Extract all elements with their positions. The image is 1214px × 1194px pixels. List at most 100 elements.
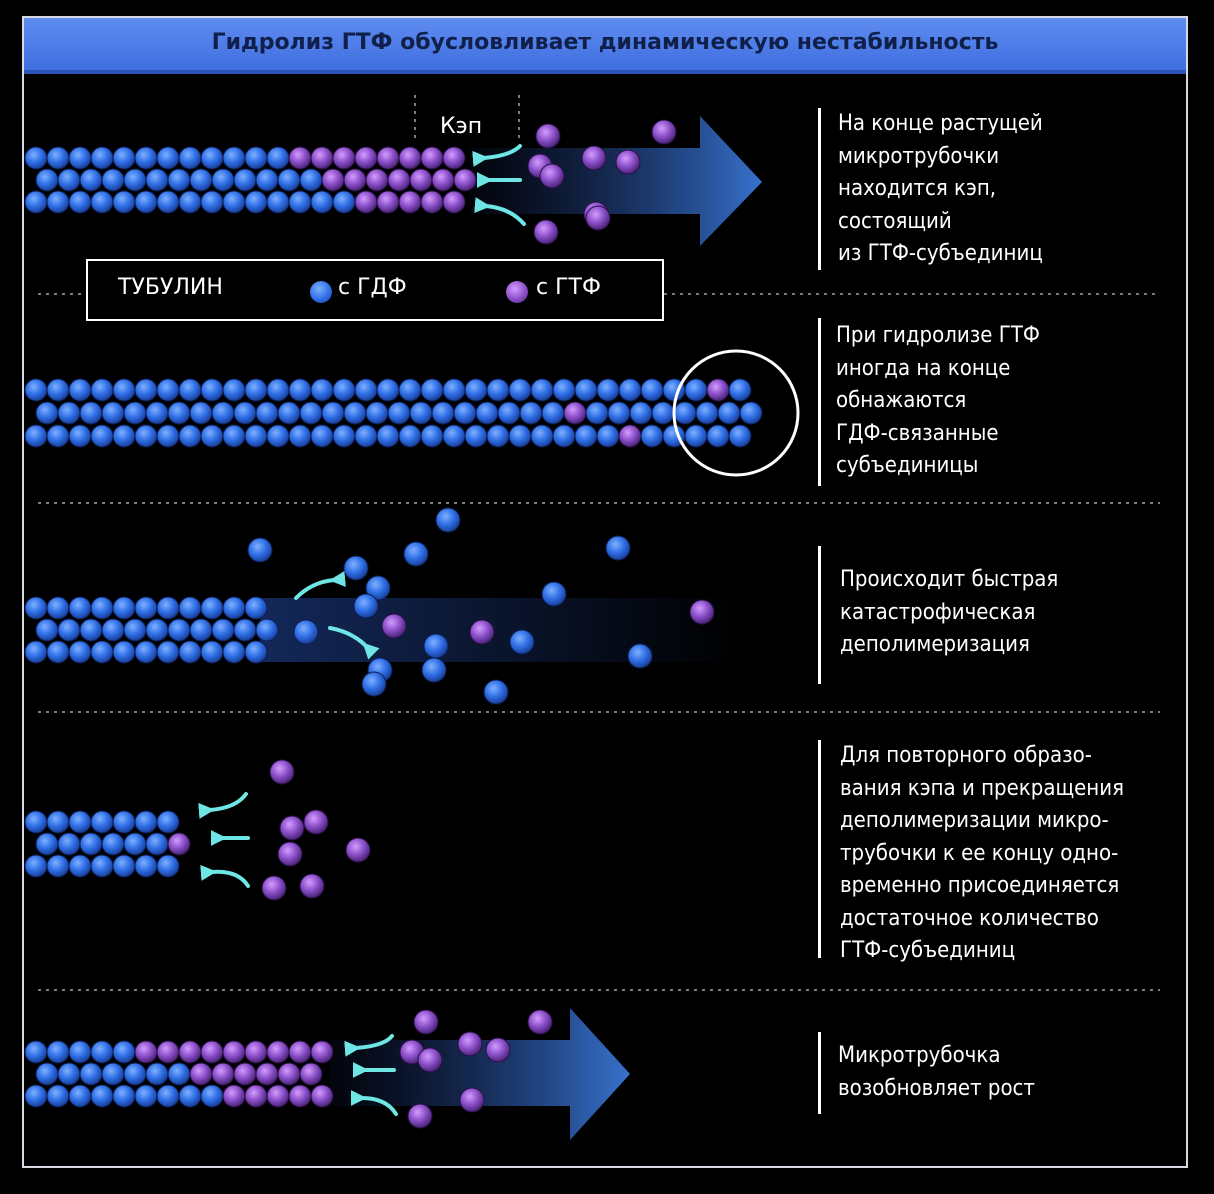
gdp-tubulin: [134, 146, 158, 170]
gdp-tubulin: [123, 618, 147, 642]
gdp-tubulin: [398, 424, 422, 448]
gtp-tubulin: [310, 146, 334, 170]
gdp-tubulin: [35, 618, 59, 642]
gdp-tubulin: [79, 1062, 103, 1086]
gdp-tubulin: [431, 401, 455, 425]
gtp-tubulin: [407, 1103, 433, 1129]
gdp-tubulin: [145, 401, 169, 425]
gdp-tubulin: [299, 168, 323, 192]
gtp-tubulin: [409, 168, 433, 192]
gtp-tubulin: [299, 873, 325, 899]
gdp-tubulin: [112, 1084, 136, 1108]
legend-gtp-label: с ГТФ: [536, 275, 601, 300]
step-1-bar: [818, 108, 821, 270]
gdp-tubulin: [24, 424, 48, 448]
gdp-tubulin: [277, 401, 301, 425]
gdp-tubulin: [673, 401, 697, 425]
gdp-tubulin: [222, 424, 246, 448]
gdp-tubulin: [24, 378, 48, 402]
gdp-tubulin: [101, 618, 125, 642]
step-5-bar: [818, 1032, 821, 1114]
gdp-tubulin: [332, 424, 356, 448]
gdp-tubulin: [189, 401, 213, 425]
gtp-tubulin: [244, 1040, 268, 1064]
gdp-tubulin: [24, 1084, 48, 1108]
gdp-tubulin: [134, 596, 158, 620]
step-4-bar: [818, 740, 821, 958]
gdp-tubulin: [244, 424, 268, 448]
legend-title: ТУБУЛИН: [118, 275, 223, 300]
gdp-tubulin: [24, 810, 48, 834]
gtp-tubulin: [178, 1040, 202, 1064]
gdp-tubulin: [255, 401, 279, 425]
gdp-tubulin: [200, 640, 224, 664]
gtp-tubulin: [332, 146, 356, 170]
gdp-tubulin: [596, 424, 620, 448]
gdp-tubulin: [46, 854, 70, 878]
gtp-tubulin: [310, 1084, 334, 1108]
gdp-tubulin: [101, 401, 125, 425]
gtp-tubulin: [485, 1037, 511, 1063]
gdp-tubulin: [46, 1040, 70, 1064]
gdp-tubulin: [717, 401, 741, 425]
gdp-tubulin: [90, 640, 114, 664]
gdp-tubulin: [266, 378, 290, 402]
gdp-tubulin: [596, 378, 620, 402]
gtp-tubulin: [134, 1040, 158, 1064]
gtp-tubulin: [420, 190, 444, 214]
gtp-tubulin: [167, 832, 191, 856]
legend: ТУБУЛИН с ГДФ с ГТФ: [86, 259, 664, 321]
gdp-tubulin: [68, 596, 92, 620]
gdp-tubulin: [200, 596, 224, 620]
gdp-tubulin: [247, 537, 273, 563]
gdp-tubulin: [574, 378, 598, 402]
gtp-tubulin: [321, 168, 345, 192]
gtp-tubulin: [288, 146, 312, 170]
gtp-tubulin: [563, 401, 587, 425]
gtp-tubulin: [156, 1040, 180, 1064]
gtp-tubulin: [387, 168, 411, 192]
gdp-tubulin: [629, 401, 653, 425]
gtp-tubulin: [533, 219, 559, 245]
separators: [38, 95, 1160, 991]
gtp-tubulin: [615, 149, 641, 175]
gtp-tubulin: [222, 1084, 246, 1108]
gdp-tubulin: [486, 378, 510, 402]
gdp-tubulin: [46, 810, 70, 834]
gdp-tubulin: [435, 507, 461, 533]
gdp-tubulin: [178, 596, 202, 620]
gtp-tubulin: [269, 759, 295, 785]
gdp-tubulin: [200, 146, 224, 170]
gdp-tubulin: [420, 424, 444, 448]
gdp-tubulin: [244, 640, 268, 664]
gdp-tubulin: [233, 618, 257, 642]
gdp-tubulin: [332, 378, 356, 402]
gdp-tubulin: [640, 378, 664, 402]
gtp-tubulin: [431, 168, 455, 192]
gdp-tubulin: [605, 535, 631, 561]
gdp-tubulin: [178, 640, 202, 664]
gtp-tubulin: [689, 599, 715, 625]
gdp-tubulin: [211, 401, 235, 425]
gdp-tubulin: [310, 378, 334, 402]
gdp-tubulin: [112, 190, 136, 214]
legend-gdp-label: с ГДФ: [338, 275, 407, 300]
gdp-tubulin: [288, 424, 312, 448]
gdp-tubulin: [376, 378, 400, 402]
gtp-tubulin: [266, 1084, 290, 1108]
gtp-tubulin: [469, 619, 495, 645]
gdp-tubulin: [134, 378, 158, 402]
gdp-tubulin: [68, 1084, 92, 1108]
gdp-tubulin: [266, 146, 290, 170]
gdp-tubulin: [156, 810, 180, 834]
gdp-tubulin: [156, 146, 180, 170]
gtp-tubulin: [354, 190, 378, 214]
gtp-tubulin: [303, 809, 329, 835]
gdp-tubulin: [365, 575, 391, 601]
gdp-tubulin: [156, 596, 180, 620]
gdp-tubulin: [310, 190, 334, 214]
gdp-tubulin: [35, 832, 59, 856]
gdp-tubulin: [310, 424, 334, 448]
gdp-tubulin: [57, 832, 81, 856]
